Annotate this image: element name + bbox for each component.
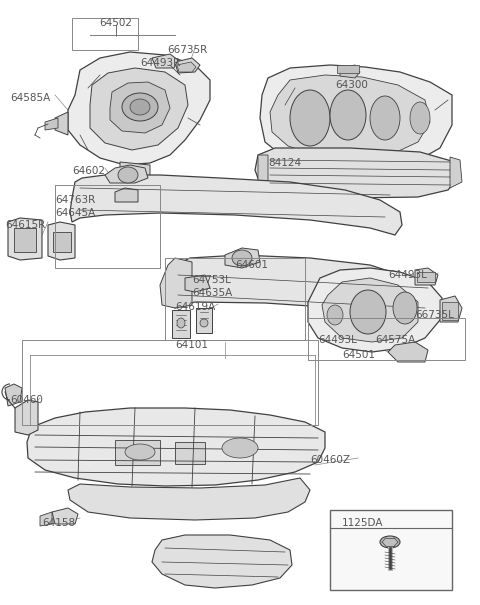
Text: 64645A: 64645A (55, 208, 95, 218)
Polygon shape (5, 384, 22, 406)
Text: 64635A: 64635A (192, 288, 232, 298)
Text: 60460: 60460 (10, 395, 43, 405)
Text: 64585A: 64585A (10, 93, 50, 103)
Polygon shape (105, 165, 148, 183)
Ellipse shape (130, 99, 150, 115)
Text: 60460Z: 60460Z (310, 455, 350, 465)
Polygon shape (340, 65, 360, 78)
Polygon shape (255, 148, 458, 198)
Ellipse shape (290, 90, 330, 146)
Bar (308, 318, 465, 360)
Polygon shape (110, 82, 170, 133)
Polygon shape (185, 275, 210, 292)
Polygon shape (168, 255, 435, 320)
Text: 64493L: 64493L (388, 270, 427, 280)
Polygon shape (258, 155, 268, 198)
Ellipse shape (327, 305, 343, 325)
Text: 64501: 64501 (342, 350, 375, 360)
Bar (196, 308, 212, 333)
Bar (53, 232, 71, 252)
Text: 64493L: 64493L (318, 335, 357, 345)
Bar (337, 65, 359, 73)
Ellipse shape (232, 250, 252, 266)
Bar (417, 272, 435, 282)
Text: 1125DA: 1125DA (342, 518, 384, 528)
Ellipse shape (125, 444, 155, 460)
Polygon shape (152, 54, 178, 68)
Ellipse shape (370, 96, 400, 140)
Polygon shape (15, 400, 38, 435)
Bar (175, 442, 205, 464)
Polygon shape (175, 58, 200, 73)
Polygon shape (270, 75, 430, 160)
Text: 66735R: 66735R (167, 45, 207, 55)
Ellipse shape (393, 292, 417, 324)
Bar (165, 258, 305, 340)
Bar (442, 302, 458, 320)
Polygon shape (152, 535, 292, 588)
Ellipse shape (118, 167, 138, 183)
Ellipse shape (410, 102, 430, 134)
Polygon shape (55, 112, 68, 135)
Polygon shape (48, 222, 75, 260)
Bar (22, 340, 318, 425)
Text: 64763R: 64763R (55, 195, 95, 205)
Ellipse shape (177, 318, 185, 328)
Text: 64753L: 64753L (192, 275, 231, 285)
Bar (14, 228, 36, 252)
Polygon shape (388, 342, 428, 362)
Text: 64575A: 64575A (375, 335, 415, 345)
Polygon shape (45, 118, 58, 130)
Polygon shape (177, 62, 196, 72)
Bar (330, 510, 452, 590)
Text: 64493R: 64493R (140, 58, 180, 68)
Text: 66735L: 66735L (415, 310, 454, 320)
Bar (115, 440, 160, 465)
Polygon shape (120, 162, 150, 182)
Polygon shape (115, 188, 138, 202)
Text: 64602: 64602 (72, 166, 105, 176)
Ellipse shape (222, 438, 258, 458)
Polygon shape (68, 478, 310, 520)
Polygon shape (52, 508, 78, 524)
Bar (55, 185, 160, 268)
Ellipse shape (122, 93, 158, 121)
Ellipse shape (350, 290, 386, 334)
Polygon shape (415, 268, 438, 285)
Text: 64619A: 64619A (175, 302, 215, 312)
Bar (72, 18, 138, 50)
Text: 64601: 64601 (235, 260, 268, 270)
Polygon shape (308, 268, 442, 352)
Text: 64101: 64101 (175, 340, 208, 350)
Ellipse shape (330, 90, 366, 140)
Polygon shape (160, 258, 192, 308)
Ellipse shape (380, 536, 400, 548)
Bar (172, 310, 190, 338)
Polygon shape (450, 157, 462, 188)
Polygon shape (70, 175, 402, 235)
Polygon shape (90, 68, 188, 150)
Ellipse shape (200, 319, 208, 327)
Text: 64158: 64158 (42, 518, 75, 528)
Polygon shape (27, 408, 325, 486)
Polygon shape (260, 65, 452, 172)
Polygon shape (8, 218, 42, 260)
Polygon shape (40, 512, 52, 526)
Text: 84124: 84124 (268, 158, 301, 168)
Text: 64615R: 64615R (5, 220, 45, 230)
Text: 64300: 64300 (335, 80, 368, 90)
Polygon shape (322, 278, 418, 342)
Polygon shape (68, 52, 210, 165)
Polygon shape (225, 248, 260, 268)
Polygon shape (440, 296, 462, 322)
Text: 64502: 64502 (99, 18, 132, 28)
